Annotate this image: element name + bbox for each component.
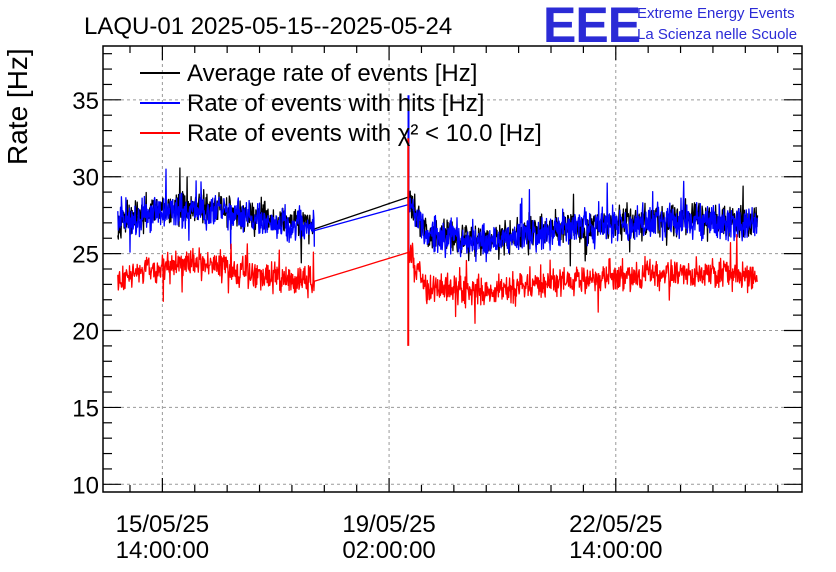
legend-label-1: Rate of events with hits [Hz] [187, 90, 484, 117]
logo-line-1: Extreme Energy Events [637, 5, 795, 22]
y-tick-label-0: 10 [72, 472, 99, 499]
y-tick-label-2: 20 [72, 319, 99, 346]
axes: 10152025303515/05/2514:00:0019/05/2502:0… [72, 46, 802, 564]
legend: Average rate of events [Hz] Rate of event… [140, 60, 542, 147]
x-tick-time-2: 14:00:00 [569, 537, 662, 564]
x-tick-time-0: 14:00:00 [116, 537, 209, 564]
grid [103, 46, 802, 492]
logo-line-2: La Scienza nelle Scuole [637, 26, 797, 43]
x-tick-time-1: 02:00:00 [342, 537, 435, 564]
series-line-2 [117, 233, 759, 324]
y-tick-label-1: 15 [72, 395, 99, 422]
y-axis-label: Rate [Hz] [2, 48, 33, 165]
legend-label-0: Average rate of events [Hz] [187, 60, 477, 87]
y-tick-label-4: 30 [72, 165, 99, 192]
chart-title: LAQU-01 2025-05-15--2025-05-24 [84, 13, 452, 40]
x-tick-date-2: 22/05/25 [569, 511, 662, 538]
legend-label-2: Rate of events with χ² < 10.0 [Hz] [187, 120, 542, 147]
plot-area [117, 95, 759, 346]
y-tick-label-3: 25 [72, 242, 99, 269]
eee-logo: EEE [543, 0, 640, 53]
x-tick-date-1: 19/05/25 [342, 511, 435, 538]
x-tick-date-0: 15/05/25 [116, 511, 209, 538]
series-line-1 [117, 168, 759, 263]
y-tick-label-5: 35 [72, 88, 99, 115]
